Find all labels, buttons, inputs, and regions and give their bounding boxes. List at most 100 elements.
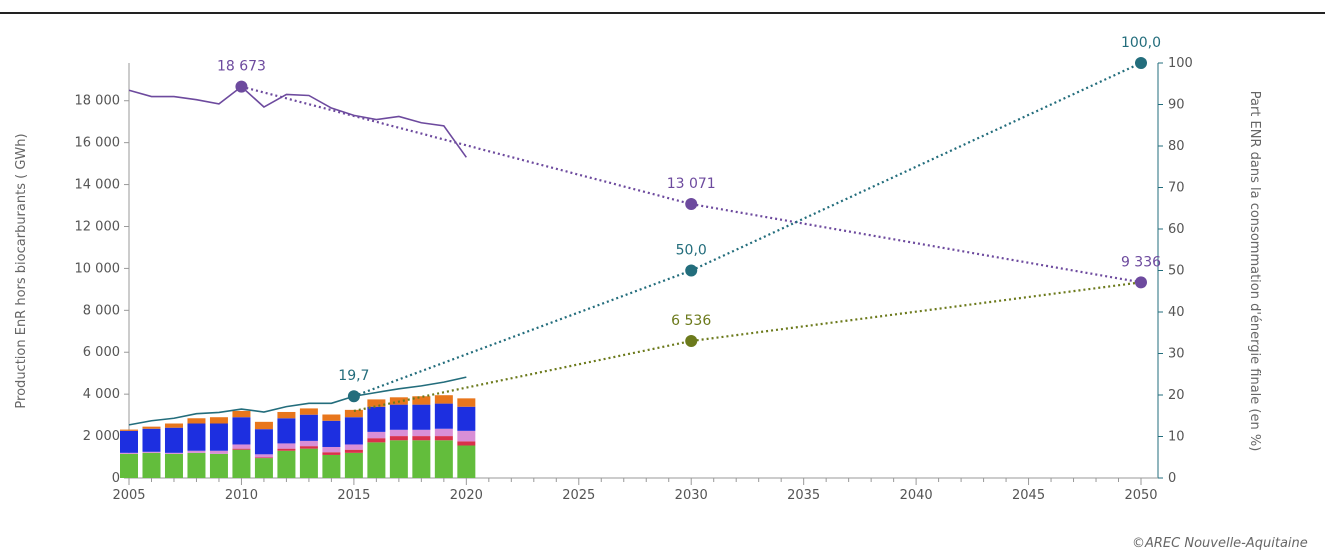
y-right-tick-label: 30 xyxy=(1168,347,1185,362)
bar-segment-orange xyxy=(120,429,138,431)
bar-segment-red xyxy=(367,438,386,443)
bar-segment-pink xyxy=(344,444,363,450)
y-right-tick-label: 40 xyxy=(1168,305,1185,320)
y-right-tick-label: 100 xyxy=(1168,56,1193,71)
bar-segment-pink xyxy=(187,450,206,453)
y-right-tick-label: 90 xyxy=(1168,98,1185,113)
bar-segment-red xyxy=(299,446,318,449)
bar-segment-blue xyxy=(344,417,363,445)
y-right-tick-label: 0 xyxy=(1168,471,1176,486)
y-right-tick-label: 60 xyxy=(1168,222,1185,237)
x-tick-label: 2005 xyxy=(112,488,145,503)
x-tick-label: 2045 xyxy=(1012,488,1045,503)
y-right-tick-label: 70 xyxy=(1168,181,1185,196)
data-label-teal: 100,0 xyxy=(1121,35,1161,51)
bar-segment-orange xyxy=(277,411,296,419)
y-axis-left-label: Production EnR hors biocarburants ( GWh) xyxy=(14,133,29,408)
bar-segment-pink xyxy=(120,452,138,454)
series-line-teal-dotted xyxy=(353,62,1142,398)
bar-segment-green xyxy=(367,442,386,478)
y-left-tick-label: 0 xyxy=(112,471,120,486)
bar-segment-pink xyxy=(254,454,273,458)
bar-segment-orange xyxy=(367,399,386,407)
bar-segment-green xyxy=(164,453,183,478)
y-left-tick-label: 10 000 xyxy=(75,261,121,276)
bar-segment-green xyxy=(344,452,363,478)
bar-segment-blue xyxy=(389,404,408,430)
x-tick-label: 2015 xyxy=(337,488,370,503)
bar-segment-pink xyxy=(389,429,408,437)
bar-segment-orange xyxy=(457,398,476,407)
x-tick-label: 2040 xyxy=(900,488,933,503)
bar-segment-orange xyxy=(187,418,206,424)
bar-segment-blue xyxy=(412,404,431,430)
bar-segment-blue xyxy=(299,414,318,441)
bar-segment-blue xyxy=(457,406,476,431)
bar-segment-green xyxy=(322,454,341,478)
x-tick-label: 2010 xyxy=(225,488,258,503)
bar-segment-orange xyxy=(164,423,183,428)
bar-segment-orange xyxy=(344,409,363,418)
y-left-tick-label: 16 000 xyxy=(75,136,121,151)
data-label-teal: 50,0 xyxy=(676,243,707,259)
bar-segment-red xyxy=(254,457,273,459)
y-left-tick-label: 14 000 xyxy=(75,178,121,193)
top-rule xyxy=(0,12,1325,14)
bar-segment-orange xyxy=(322,414,341,421)
axes-group: 0 2 000 4 000 6 000 8 000 10 000 12 000 14 000 1… xyxy=(75,56,1193,503)
bar-segment-green xyxy=(412,440,431,478)
bar-segment-blue xyxy=(254,429,273,455)
bar-segment-blue xyxy=(434,403,453,429)
bar-segment-red xyxy=(412,436,431,441)
bar-segment-green xyxy=(142,452,161,478)
y-left-tick-label: 4 000 xyxy=(83,387,120,402)
y-axis-right-label: Part ENR dans la consommation d'énergie … xyxy=(1247,91,1262,452)
bar-segment-red xyxy=(457,441,476,446)
bar-segment-orange xyxy=(142,426,161,429)
bar-segment-green xyxy=(187,452,206,478)
bar-segment-pink xyxy=(164,452,183,454)
series-line-teal-solid xyxy=(128,376,467,426)
y-right-tick-label: 50 xyxy=(1168,264,1185,279)
bar-segment-blue xyxy=(120,430,138,453)
point-marker-olive xyxy=(685,335,698,348)
bar-segment-blue xyxy=(367,406,386,432)
x-tick-label: 2030 xyxy=(675,488,708,503)
bar-segment-pink xyxy=(367,431,386,439)
x-tick-label: 2025 xyxy=(562,488,595,503)
data-label-teal: 19,7 xyxy=(338,368,369,384)
bar-segment-pink xyxy=(209,450,228,454)
bar-segment-red xyxy=(344,449,363,453)
bar-segment-orange xyxy=(232,410,251,418)
bar-segment-blue xyxy=(209,423,228,451)
x-tick-label: 2035 xyxy=(787,488,820,503)
series-line-olive-dotted xyxy=(353,281,1142,413)
bar-segment-pink xyxy=(434,428,453,437)
y-left-tick-label: 12 000 xyxy=(75,219,121,234)
markers-group: 18 673 13 071 9 336 19,7 50,0 100,0 6 536 xyxy=(217,35,1161,403)
series-line-purple-solid xyxy=(128,85,467,158)
bar-segment-orange xyxy=(412,396,431,405)
bar-segment-red xyxy=(434,436,453,441)
bar-segment-orange xyxy=(299,408,318,415)
y-right-tick-label: 80 xyxy=(1168,139,1185,154)
y-right-tick-label: 10 xyxy=(1168,430,1185,445)
bar-segment-blue xyxy=(142,428,161,452)
bar-segment-pink xyxy=(412,429,431,437)
y-left-tick-label: 2 000 xyxy=(83,429,120,444)
bars-group xyxy=(120,395,476,478)
bar-segment-blue xyxy=(187,423,206,451)
x-tick-label: 2050 xyxy=(1124,488,1157,503)
bar-segment-red xyxy=(232,448,251,450)
data-label-purple: 13 071 xyxy=(667,176,716,192)
point-marker-purple xyxy=(685,198,698,211)
bar-segment-green xyxy=(232,449,251,478)
bar-segment-green xyxy=(277,450,296,478)
credit-text: ©AREC Nouvelle-Aquitaine xyxy=(1132,536,1308,551)
lines-group xyxy=(128,62,1142,426)
data-label-purple: 9 336 xyxy=(1121,254,1161,270)
bar-segment-blue xyxy=(232,417,251,445)
point-marker-purple xyxy=(235,80,248,93)
bar-segment-pink xyxy=(457,430,476,442)
